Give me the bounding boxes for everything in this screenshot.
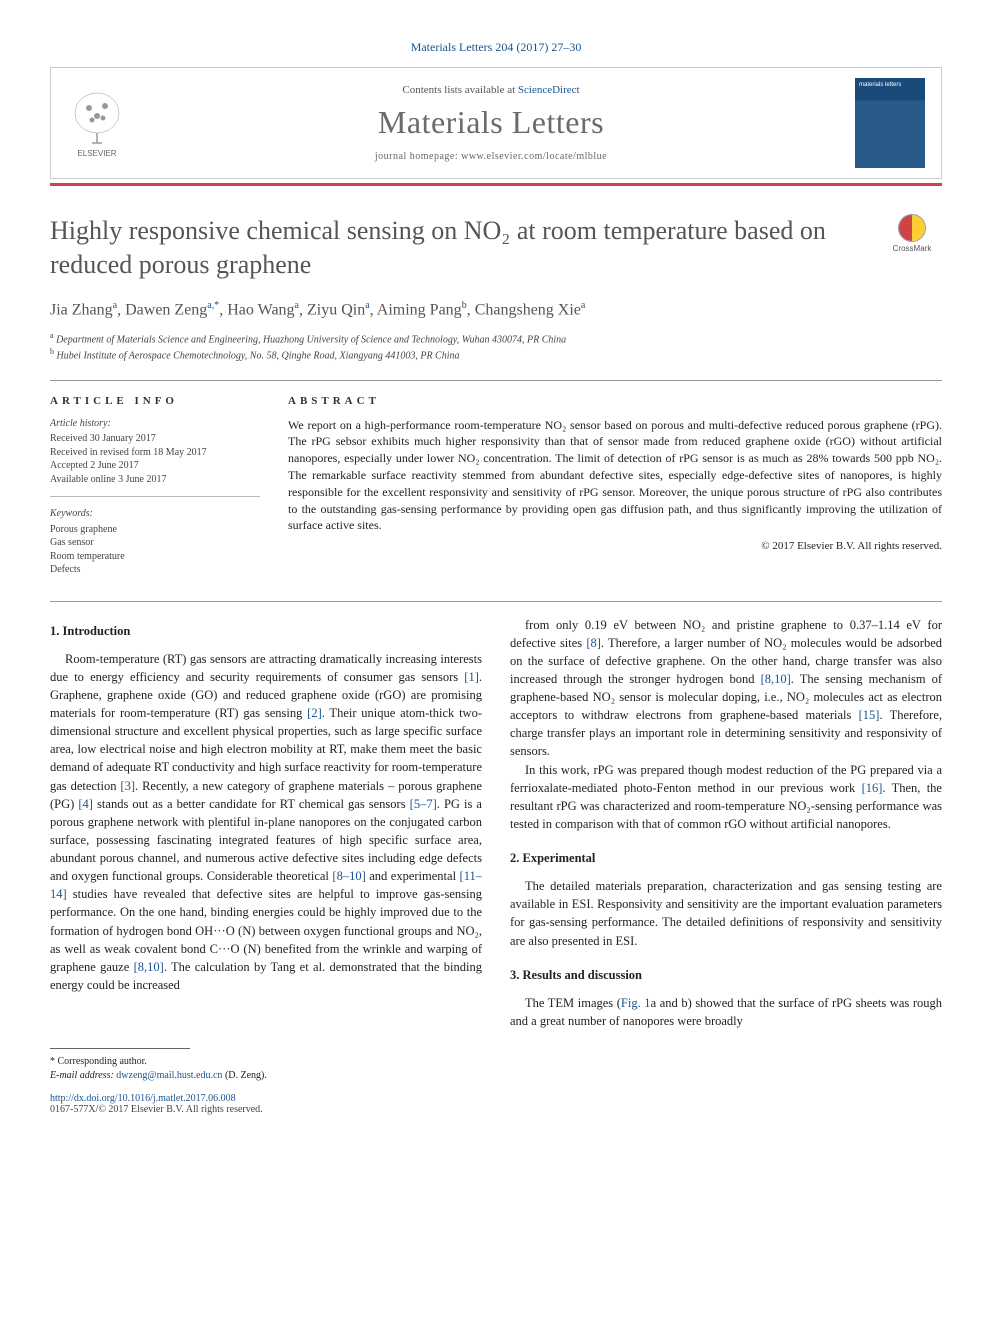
article-title: Highly responsive chemical sensing on NO… — [50, 214, 866, 282]
history-item: Accepted 2 June 2017 — [50, 459, 260, 473]
abstract-copyright: © 2017 Elsevier B.V. All rights reserved… — [288, 540, 942, 552]
history-label: Article history: — [50, 417, 260, 431]
sciencedirect-link[interactable]: ScienceDirect — [518, 84, 580, 96]
divider — [50, 380, 942, 381]
body-paragraph: Room-temperature (RT) gas sensors are at… — [50, 650, 482, 994]
section-heading: 1. Introduction — [50, 622, 482, 640]
keyword: Defects — [50, 563, 260, 577]
contents-available: Contents lists available at ScienceDirec… — [143, 84, 839, 96]
divider — [50, 601, 942, 602]
history-item: Available online 3 June 2017 — [50, 473, 260, 487]
history-item: Received 30 January 2017 — [50, 432, 260, 446]
issn-copyright: 0167-577X/© 2017 Elsevier B.V. All right… — [50, 1104, 942, 1115]
body-paragraph: In this work, rPG was prepared though mo… — [510, 761, 942, 834]
body-paragraph: The TEM images (Fig. 1a and b) showed th… — [510, 994, 942, 1030]
keywords-label: Keywords: — [50, 507, 260, 521]
svg-text:ELSEVIER: ELSEVIER — [77, 149, 116, 158]
keyword: Room temperature — [50, 550, 260, 564]
section-heading: 2. Experimental — [510, 849, 942, 867]
accent-bar — [50, 183, 942, 186]
journal-header: ELSEVIER Contents lists available at Sci… — [50, 67, 942, 179]
keyword: Porous graphene — [50, 523, 260, 537]
affiliation: a Department of Materials Science and En… — [50, 331, 942, 345]
affiliation: b Hubei Institute of Aerospace Chemotech… — [50, 347, 942, 361]
author-list: Jia Zhanga, Dawen Zenga,*, Hao Wanga, Zi… — [50, 300, 942, 319]
history-item: Received in revised form 18 May 2017 — [50, 446, 260, 460]
abstract: ABSTRACT We report on a high-performance… — [288, 395, 942, 577]
abstract-text: We report on a high-performance room-tem… — [288, 417, 942, 535]
footnote-separator — [50, 1048, 190, 1049]
corresponding-author: * Corresponding author. E-mail address: … — [50, 1055, 942, 1083]
citation-line: Materials Letters 204 (2017) 27–30 — [50, 40, 942, 55]
article-body: 1. Introduction Room-temperature (RT) ga… — [50, 616, 942, 1031]
doi-link[interactable]: http://dx.doi.org/10.1016/j.matlet.2017.… — [50, 1093, 942, 1104]
info-heading: ARTICLE INFO — [50, 395, 260, 407]
crossmark-icon — [898, 214, 926, 242]
journal-cover-thumbnail — [855, 78, 925, 168]
body-paragraph: from only 0.19 eV between NO₂ and pristi… — [510, 616, 942, 761]
section-heading: 3. Results and discussion — [510, 966, 942, 984]
email-link[interactable]: dwzeng@mail.hust.edu.cn — [116, 1070, 222, 1081]
journal-homepage: journal homepage: www.elsevier.com/locat… — [143, 151, 839, 162]
keyword: Gas sensor — [50, 536, 260, 550]
crossmark-badge[interactable]: CrossMark — [882, 214, 942, 253]
elsevier-logo: ELSEVIER — [67, 88, 127, 158]
abstract-heading: ABSTRACT — [288, 395, 942, 407]
journal-name: Materials Letters — [143, 104, 839, 141]
body-paragraph: The detailed materials preparation, char… — [510, 877, 942, 950]
article-info: ARTICLE INFO Article history: Received 3… — [50, 395, 260, 577]
